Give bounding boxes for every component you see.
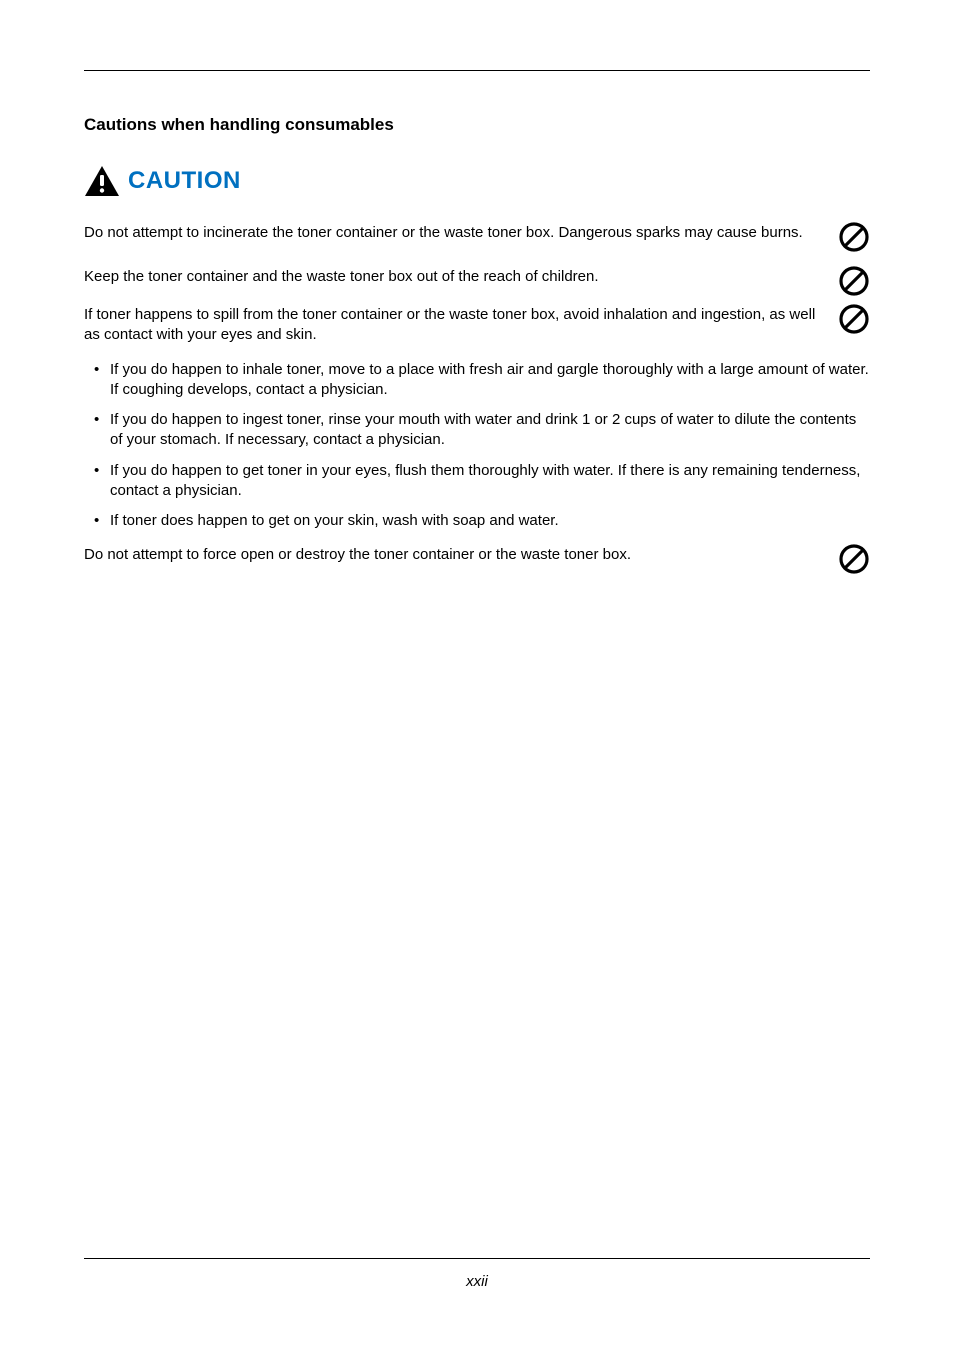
paragraph-text: If toner happens to spill from the toner…: [84, 305, 838, 346]
prohibit-icon: [838, 221, 870, 253]
paragraph-text: Keep the toner container and the waste t…: [84, 267, 838, 287]
paragraph-text: Do not attempt to incinerate the toner c…: [84, 223, 838, 243]
prohibit-icon: [838, 543, 870, 575]
top-rule: [84, 70, 870, 71]
paragraph-text: Do not attempt to force open or destroy …: [84, 545, 838, 565]
list-item: If you do happen to get toner in your ey…: [84, 461, 870, 502]
list-item: If you do happen to inhale toner, move t…: [84, 360, 870, 401]
list-item: If you do happen to ingest toner, rinse …: [84, 410, 870, 451]
paragraph-row: If toner happens to spill from the toner…: [84, 305, 870, 346]
warning-triangle-icon: [84, 165, 120, 197]
list-item: If toner does happen to get on your skin…: [84, 511, 870, 531]
footer-rule: [84, 1258, 870, 1259]
page-number: xxii: [84, 1273, 870, 1290]
prohibit-icon: [838, 265, 870, 297]
caution-label: CAUTION: [128, 167, 241, 195]
caution-heading: CAUTION: [84, 165, 870, 197]
paragraph-row: Do not attempt to force open or destroy …: [84, 545, 870, 575]
section-heading: Cautions when handling consumables: [84, 115, 870, 135]
prohibit-icon: [838, 303, 870, 335]
paragraph-row: Keep the toner container and the waste t…: [84, 267, 870, 297]
footer: xxii: [84, 1258, 870, 1290]
paragraph-row: Do not attempt to incinerate the toner c…: [84, 223, 870, 253]
bullet-list: If you do happen to inhale toner, move t…: [84, 360, 870, 532]
